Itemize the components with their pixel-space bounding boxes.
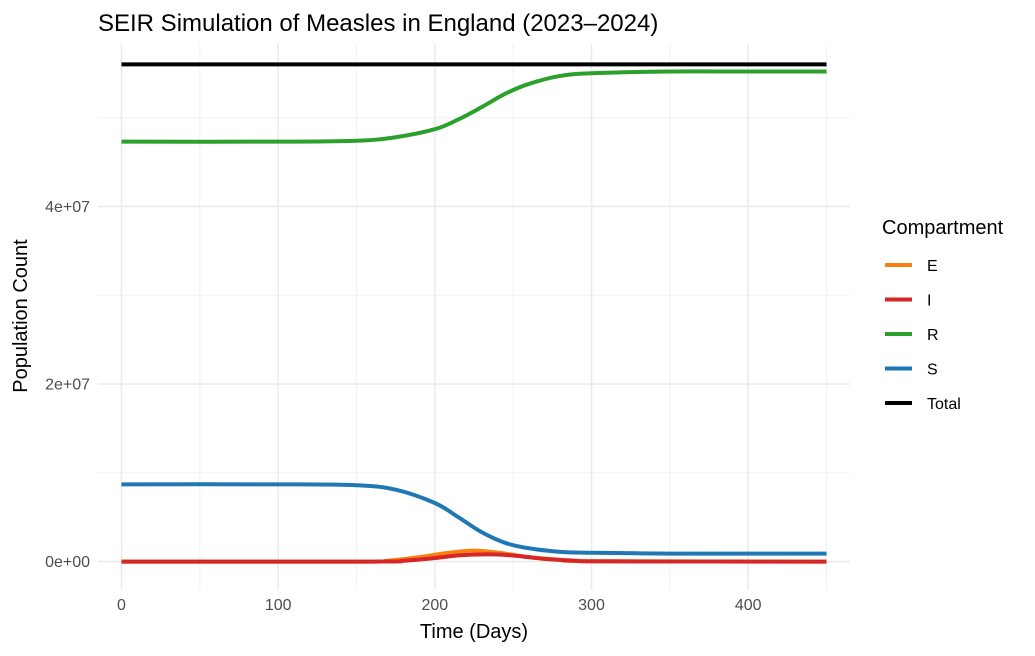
x-axis-label: Time (Days) [420, 621, 528, 643]
legend-label: I [927, 293, 931, 310]
series-lines [121, 62, 827, 564]
legend-item-e: E [885, 258, 938, 275]
x-tick-label: 0 [117, 597, 126, 614]
x-axis-ticks: 0 100 200 300 400 [117, 597, 762, 614]
legend-items: E IR S Total [885, 258, 961, 413]
y-tick-label: 0e+00 [45, 554, 90, 571]
y-tick-label: 4e+07 [45, 199, 90, 216]
legend-title: Compartment [882, 217, 1004, 239]
y-tick-label: 2e+07 [45, 377, 90, 394]
x-tick-label: 400 [735, 597, 762, 614]
y-axis-ticks: 0e+00 2e+07 4e+07 [45, 199, 90, 571]
series-line-r [121, 69, 827, 144]
legend-item-i: I [885, 293, 931, 310]
legend-label: R [927, 327, 939, 344]
x-tick-label: 200 [421, 597, 448, 614]
series-line-s [121, 482, 827, 556]
legend-item-total: Total [885, 396, 961, 413]
legend-label: S [927, 362, 938, 379]
legend-label: E [927, 258, 938, 275]
legend-item-r: R [885, 327, 939, 344]
minor-gridlines [98, 44, 850, 590]
legend: Compartment E IR S Total [882, 217, 1004, 413]
series-line-i [121, 552, 827, 564]
legend-label: Total [927, 396, 961, 413]
y-axis-label: Population Count [10, 239, 32, 393]
major-gridlines [98, 44, 850, 590]
chart-title: SEIR Simulation of Measles in England (2… [98, 10, 658, 37]
x-tick-label: 300 [578, 597, 605, 614]
x-tick-label: 100 [265, 597, 292, 614]
legend-item-s: S [885, 362, 938, 379]
